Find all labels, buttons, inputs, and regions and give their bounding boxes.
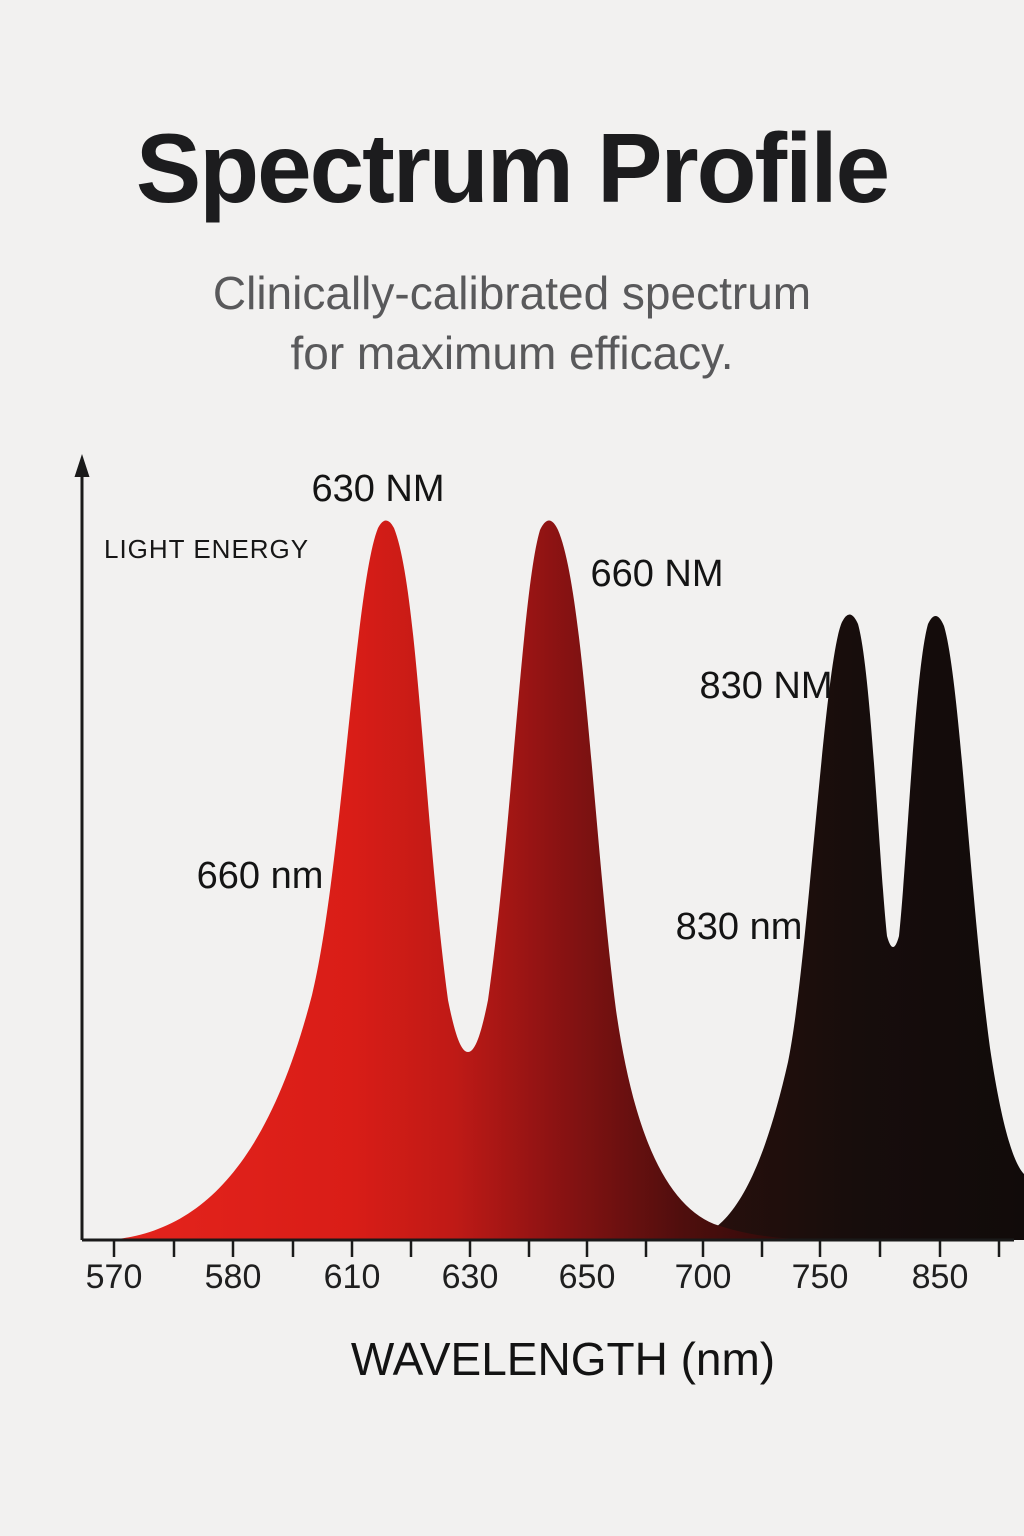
peak-label-660nm: 660 NM — [590, 553, 724, 595]
x-tick-label-850: 850 — [911, 1258, 969, 1296]
red-spectrum-curve — [108, 520, 845, 1240]
y-axis-arrowhead — [74, 454, 90, 477]
region-label-660nm: 660 nm — [196, 855, 324, 897]
page-title: Spectrum Profile — [135, 113, 890, 223]
x-tick-label-650: 650 — [558, 1258, 616, 1296]
y-axis-label: LIGHT ENERGY — [104, 534, 310, 564]
page-subtitle-line-1: Clinically-calibrated spectrum — [212, 267, 812, 319]
peak-label-630nm: 630 NM — [311, 468, 445, 510]
x-tick-label-580: 580 — [204, 1258, 262, 1296]
page-subtitle-line-2: for maximum efficacy. — [290, 327, 734, 379]
x-tick-label-610: 610 — [323, 1258, 381, 1296]
nir-spectrum-curve — [686, 614, 1024, 1240]
x-axis-label: WAVELENGTH (nm) — [350, 1333, 776, 1385]
x-axis-tick-marks — [112, 1240, 1001, 1257]
peak-label-830nm: 830 NM — [699, 665, 833, 707]
x-tick-label-750: 750 — [791, 1258, 849, 1296]
x-tick-label-630: 630 — [441, 1258, 499, 1296]
x-tick-label-570: 570 — [85, 1258, 143, 1296]
region-label-830nm: 830 nm — [675, 906, 803, 948]
x-tick-label-700: 700 — [674, 1258, 732, 1296]
